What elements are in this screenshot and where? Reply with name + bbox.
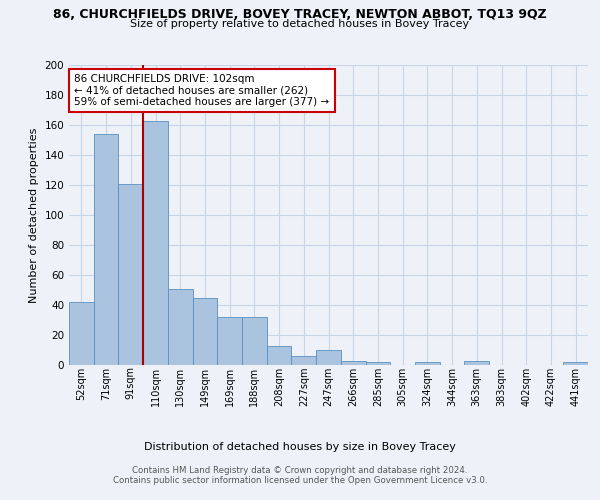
Text: Contains public sector information licensed under the Open Government Licence v3: Contains public sector information licen…	[113, 476, 487, 485]
Bar	[292, 356, 316, 365]
Bar	[193, 298, 217, 365]
Text: Size of property relative to detached houses in Bovey Tracey: Size of property relative to detached ho…	[130, 19, 470, 29]
Bar	[217, 317, 242, 365]
Bar	[365, 362, 390, 365]
Bar	[69, 302, 94, 365]
Bar	[341, 360, 365, 365]
Bar	[267, 346, 292, 365]
Bar	[94, 134, 118, 365]
Text: Distribution of detached houses by size in Bovey Tracey: Distribution of detached houses by size …	[144, 442, 456, 452]
Bar	[415, 362, 440, 365]
Bar	[316, 350, 341, 365]
Bar	[168, 288, 193, 365]
Bar	[464, 360, 489, 365]
Bar	[563, 362, 588, 365]
Text: 86 CHURCHFIELDS DRIVE: 102sqm
← 41% of detached houses are smaller (262)
59% of : 86 CHURCHFIELDS DRIVE: 102sqm ← 41% of d…	[74, 74, 329, 107]
Text: Contains HM Land Registry data © Crown copyright and database right 2024.: Contains HM Land Registry data © Crown c…	[132, 466, 468, 475]
Bar	[242, 317, 267, 365]
Bar	[143, 120, 168, 365]
Text: 86, CHURCHFIELDS DRIVE, BOVEY TRACEY, NEWTON ABBOT, TQ13 9QZ: 86, CHURCHFIELDS DRIVE, BOVEY TRACEY, NE…	[53, 8, 547, 20]
Y-axis label: Number of detached properties: Number of detached properties	[29, 128, 39, 302]
Bar	[118, 184, 143, 365]
